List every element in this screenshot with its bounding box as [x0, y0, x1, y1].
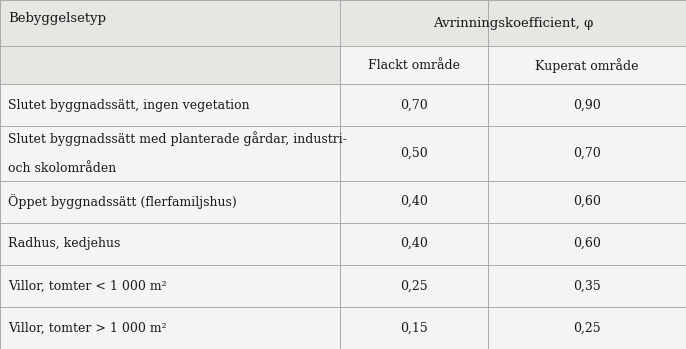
Bar [340, 46, 686, 84]
Text: 0,60: 0,60 [573, 195, 601, 208]
Text: 0,50: 0,50 [401, 147, 428, 160]
Text: Villor, tomter > 1 000 m²: Villor, tomter > 1 000 m² [8, 321, 167, 334]
Text: 0,25: 0,25 [573, 321, 601, 334]
Text: 0,35: 0,35 [573, 279, 601, 292]
Text: Bebyggelsetyp: Bebyggelsetyp [8, 12, 106, 25]
Text: Öppet byggnadssätt (flerfamiljshus): Öppet byggnadssätt (flerfamiljshus) [8, 194, 237, 209]
Bar [0, 180, 686, 223]
Text: Slutet byggnadssätt, ingen vegetation: Slutet byggnadssätt, ingen vegetation [8, 99, 250, 112]
Bar [0, 46, 340, 84]
Text: 0,25: 0,25 [401, 279, 428, 292]
Text: och skolområden: och skolområden [8, 162, 117, 175]
Text: 0,90: 0,90 [573, 99, 601, 112]
Text: Kuperat område: Kuperat område [535, 58, 639, 73]
Bar [0, 0, 686, 46]
Text: Flackt område: Flackt område [368, 59, 460, 72]
Bar [0, 265, 686, 307]
Text: Villor, tomter < 1 000 m²: Villor, tomter < 1 000 m² [8, 279, 167, 292]
Text: 0,15: 0,15 [401, 321, 428, 334]
Text: 0,70: 0,70 [573, 147, 601, 160]
Text: 0,60: 0,60 [573, 237, 601, 250]
Text: Slutet byggnadssätt med planterade gårdar, industri-: Slutet byggnadssätt med planterade gårda… [8, 131, 347, 146]
Text: 0,40: 0,40 [400, 237, 428, 250]
Text: Radhus, kedjehus: Radhus, kedjehus [8, 237, 121, 250]
Text: 0,40: 0,40 [400, 195, 428, 208]
Text: 0,70: 0,70 [401, 99, 428, 112]
Bar [0, 307, 686, 349]
Bar [0, 223, 686, 265]
Bar [0, 84, 686, 126]
Text: Avrinningskoefficient, φ: Avrinningskoefficient, φ [433, 16, 593, 30]
Bar [0, 126, 686, 180]
